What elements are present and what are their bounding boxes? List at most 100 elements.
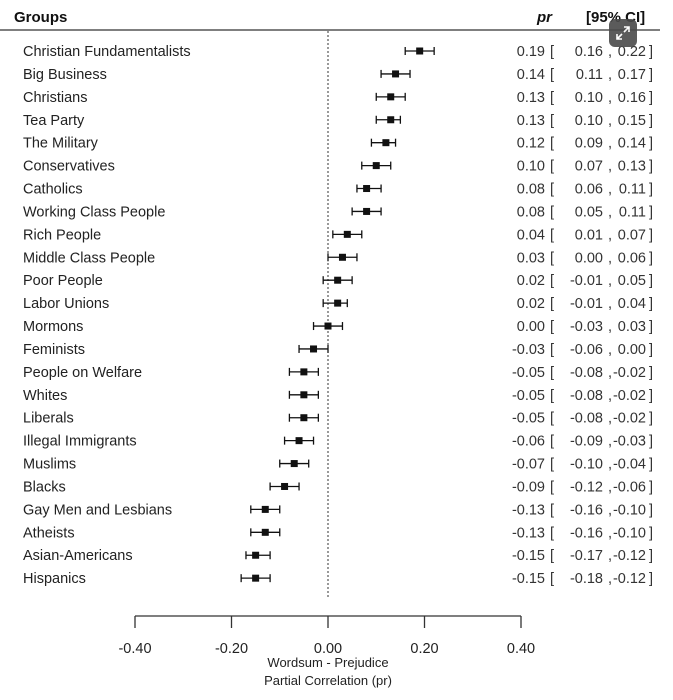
- ci-close-bracket: ]: [649, 365, 653, 381]
- ci-upper-value: 0.11: [619, 182, 646, 198]
- ci-open-bracket: [: [550, 479, 554, 495]
- group-label: Rich People: [23, 227, 101, 243]
- ci-open-bracket: [: [550, 90, 554, 106]
- forest-row: Labor Unions 0.02 [-0.01, 0.04]: [23, 296, 653, 312]
- ci-close-bracket: ]: [649, 67, 653, 83]
- pr-value: 0.10: [517, 159, 545, 175]
- ci-upper-value: 0.17: [618, 67, 646, 83]
- pr-value: 0.12: [517, 136, 545, 152]
- ci-close-bracket: ]: [649, 204, 653, 220]
- ci-lower-value: -0.18: [570, 571, 603, 587]
- point-estimate: [300, 368, 308, 376]
- x-tick-label: 0.00: [314, 641, 342, 657]
- ci-open-bracket: [: [550, 319, 554, 335]
- point-estimate: [295, 437, 303, 445]
- ci-upper-value: 0.13: [618, 159, 646, 175]
- ci-close-bracket: ]: [649, 388, 653, 404]
- ci-upper-value: 0.15: [618, 113, 646, 129]
- ci-open-bracket: [: [550, 571, 554, 587]
- ci-lower-value: -0.10: [570, 457, 603, 473]
- ci-comma: ,: [608, 273, 612, 289]
- ci-comma: ,: [608, 342, 612, 358]
- forest-row: Middle Class People 0.03 [0.00, 0.06]: [23, 250, 653, 266]
- ci-open-bracket: [: [550, 113, 554, 129]
- group-label: Big Business: [23, 67, 107, 83]
- ci-lower-value: -0.03: [570, 319, 603, 335]
- group-label: Asian-Americans: [23, 548, 133, 564]
- ci-comma: ,: [608, 159, 612, 175]
- expand-icon: [616, 26, 630, 40]
- point-estimate: [261, 528, 269, 536]
- x-tick-label: -0.20: [215, 641, 248, 657]
- ci-upper-value: -0.04: [613, 457, 646, 473]
- group-label: Whites: [23, 388, 67, 404]
- pr-value: 0.13: [517, 90, 545, 106]
- forest-row: Mormons 0.00 [-0.03, 0.03]: [23, 319, 653, 335]
- ci-open-bracket: [: [550, 548, 554, 564]
- pr-value: 0.02: [517, 296, 545, 312]
- forest-row: Conservatives 0.10 [0.07, 0.13]: [23, 159, 653, 175]
- ci-open-bracket: [: [550, 67, 554, 83]
- ci-close-bracket: ]: [649, 90, 653, 106]
- point-estimate: [281, 482, 289, 490]
- ci-close-bracket: ]: [649, 182, 653, 198]
- x-tick-label: 0.20: [410, 641, 438, 657]
- group-label: Atheists: [23, 525, 75, 541]
- header-groups: Groups: [14, 9, 67, 26]
- ci-comma: ,: [608, 204, 612, 220]
- ci-open-bracket: [: [550, 342, 554, 358]
- forest-row: Tea Party 0.13 [0.10, 0.15]: [23, 113, 653, 129]
- ci-upper-value: 0.04: [618, 296, 646, 312]
- ci-lower-value: 0.01: [575, 227, 603, 243]
- point-estimate: [416, 47, 424, 55]
- forest-row: Whites -0.05 [-0.08, -0.02]: [23, 388, 653, 404]
- ci-open-bracket: [: [550, 136, 554, 152]
- ci-comma: ,: [608, 434, 612, 450]
- pr-value: -0.06: [512, 434, 545, 450]
- ci-open-bracket: [: [550, 525, 554, 541]
- ci-open-bracket: [: [550, 204, 554, 220]
- ci-comma: ,: [608, 113, 612, 129]
- ci-lower-value: 0.00: [575, 250, 603, 266]
- ci-open-bracket: [: [550, 227, 554, 243]
- x-axis-label-line2: Partial Correlation (pr): [264, 673, 392, 688]
- x-tick-label: 0.40: [507, 641, 535, 657]
- ci-lower-value: 0.11: [576, 67, 603, 83]
- expand-button[interactable]: [609, 19, 637, 47]
- ci-lower-value: -0.09: [570, 434, 603, 450]
- ci-comma: ,: [608, 571, 612, 587]
- group-label: Feminists: [23, 342, 85, 358]
- group-label: Working Class People: [23, 204, 165, 220]
- ci-upper-value: 0.07: [618, 227, 646, 243]
- ci-close-bracket: ]: [649, 319, 653, 335]
- group-label: Gay Men and Lesbians: [23, 502, 172, 518]
- point-estimate: [290, 460, 298, 468]
- point-estimate: [392, 70, 400, 78]
- ci-upper-value: -0.12: [613, 548, 646, 564]
- forest-row: Big Business 0.14 [0.11, 0.17]: [23, 67, 653, 83]
- forest-row: Muslims -0.07 [-0.10, -0.04]: [23, 457, 653, 473]
- group-label: The Military: [23, 136, 99, 152]
- pr-value: -0.05: [512, 388, 545, 404]
- ci-comma: ,: [608, 182, 612, 198]
- ci-close-bracket: ]: [649, 44, 653, 60]
- point-estimate: [387, 116, 395, 124]
- point-estimate: [334, 276, 342, 284]
- pr-value: -0.07: [512, 457, 545, 473]
- ci-comma: ,: [608, 296, 612, 312]
- ci-close-bracket: ]: [649, 113, 653, 129]
- pr-value: 0.08: [517, 204, 545, 220]
- ci-comma: ,: [608, 67, 612, 83]
- forest-row: Liberals -0.05 [-0.08, -0.02]: [23, 411, 653, 427]
- ci-comma: ,: [608, 250, 612, 266]
- group-label: Muslims: [23, 457, 76, 473]
- ci-lower-value: 0.07: [575, 159, 603, 175]
- ci-open-bracket: [: [550, 388, 554, 404]
- point-estimate: [382, 139, 390, 147]
- point-estimate: [300, 391, 308, 399]
- ci-close-bracket: ]: [649, 571, 653, 587]
- point-estimate: [252, 551, 260, 559]
- ci-close-bracket: ]: [649, 227, 653, 243]
- ci-upper-value: -0.02: [613, 388, 646, 404]
